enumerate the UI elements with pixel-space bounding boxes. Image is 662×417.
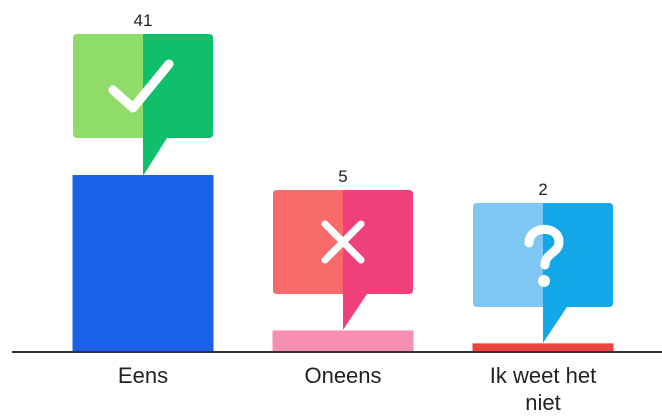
bar-2 [272,330,414,352]
icon-callouts [73,34,613,343]
cross-icon-callout [273,190,413,330]
check-icon [108,59,174,113]
callout-left-half [473,203,543,307]
category-label-3-line-2: niet [525,390,560,415]
category-label-1: Eens [118,363,168,388]
cross-icon [321,220,365,264]
callout-right-half [143,34,213,176]
question-icon [524,224,564,287]
category-label-2: Oneens [304,363,381,388]
bar-1 [72,175,214,352]
question-icon-callout [473,203,613,343]
value-label-3: 2 [538,180,547,199]
check-icon-callout [73,34,213,176]
callout-left-half [273,190,343,294]
callout-left-half [73,34,143,138]
value-label-2: 5 [338,167,347,186]
value-label-1: 41 [134,11,153,30]
callout-right-half [543,203,613,343]
bars [72,175,614,352]
bar-3 [472,343,614,352]
callout-right-half [343,190,413,330]
value-labels: 41 5 2 [134,11,548,199]
category-label-3-line-1: Ik weet het [490,363,596,388]
